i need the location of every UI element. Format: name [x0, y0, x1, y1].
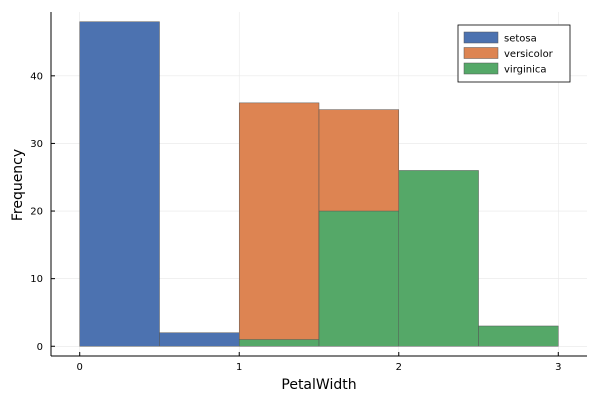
histogram-bar-versicolor [238, 102, 320, 347]
y-tick-label: 0 [37, 342, 43, 353]
legend-label-versicolor: versicolor [504, 49, 554, 60]
x-tick-label: 2 [396, 362, 402, 373]
x-axis-label: PetalWidth [281, 377, 356, 393]
legend-swatch-setosa [463, 31, 499, 44]
y-tick-label: 10 [30, 274, 43, 285]
histogram-bar-setosa [79, 21, 160, 347]
axes [50, 12, 587, 357]
histogram-bar-virginica [398, 170, 479, 347]
histogram-bar-virginica [478, 325, 559, 347]
legend-label-setosa: setosa [504, 34, 537, 45]
legend-swatch-virginica [463, 62, 499, 75]
y-axis-label: Frequency [10, 149, 26, 221]
histogram-bar-setosa [159, 332, 240, 347]
x-tick-label: 1 [236, 362, 242, 373]
legend-swatch-versicolor [463, 47, 499, 59]
y-tick-label: 40 [30, 71, 43, 82]
legend: setosa versicolor virginica [457, 24, 571, 83]
histogram-bars [79, 21, 559, 347]
x-tick-label: 0 [77, 362, 83, 373]
y-tick-label: 20 [30, 207, 43, 218]
x-tick-label: 3 [555, 362, 561, 373]
histogram-bar-virginica [318, 210, 400, 347]
y-tick-label: 30 [30, 139, 43, 150]
histogram-bar-virginica [238, 339, 320, 347]
legend-label-virginica: virginica [504, 65, 547, 76]
